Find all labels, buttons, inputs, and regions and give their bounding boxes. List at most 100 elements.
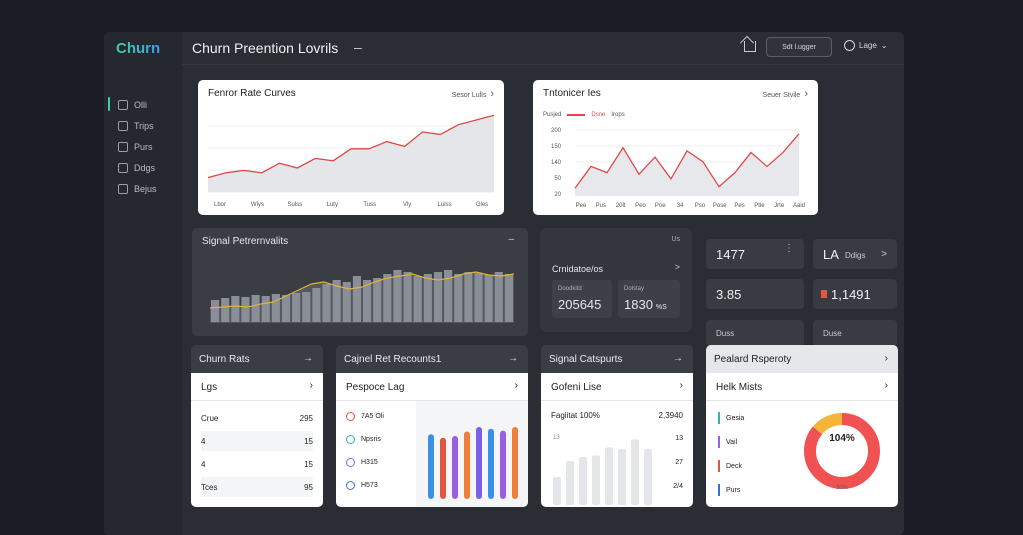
panel-title: Pealard Rsperoty [714, 354, 792, 365]
table-row: 4 15 [201, 454, 313, 474]
chevron-right-icon[interactable]: > [674, 262, 680, 272]
mini-stat-6[interactable]: Duse [813, 320, 897, 346]
y-tick-label: 20 [554, 192, 561, 198]
mini-value: 3.85 [716, 287, 742, 302]
bar [631, 439, 639, 505]
mini-stat-3[interactable]: 3.85 [706, 279, 804, 309]
x-tick-label: Wlys [251, 202, 264, 208]
stat-value-suffix: %S [655, 304, 667, 311]
arrow-right-icon: → [303, 353, 313, 364]
y-tick-label: 200 [551, 128, 562, 134]
interactions-card: Tntonicer Ies Seuer Stvile › Pusjed Dsne … [533, 80, 818, 215]
x-tick-label: Gles [476, 202, 488, 208]
legend-label: Deck [726, 462, 742, 470]
x-tick-label: Vly [403, 202, 411, 208]
sidebar-item-1[interactable]: Olli [108, 94, 157, 115]
card-link-label: Seuer Stvile [762, 92, 801, 99]
sidebar-item-5[interactable]: Bejus [108, 178, 157, 199]
bar-line-chart [209, 270, 515, 323]
chevron-right-icon: › [490, 88, 494, 100]
legend-key [718, 460, 720, 472]
legend-item: Gesia [718, 409, 744, 427]
panel-header[interactable]: Signal Catspurts → [541, 345, 693, 373]
bar [428, 434, 434, 499]
row-right: 2/4 [673, 483, 683, 490]
grid-icon [118, 99, 128, 110]
mini-stat-1[interactable]: 1477 ⋮ [706, 239, 804, 269]
bar [211, 300, 220, 322]
legend-item: Npsris [346, 430, 381, 448]
x-tick-label: Pes [734, 203, 744, 209]
x-tick-label: Peo [635, 203, 646, 209]
bar [464, 272, 473, 322]
row-key: Tces [201, 482, 218, 492]
bar [251, 295, 260, 322]
card-link[interactable]: Seuer Stvile › [763, 88, 808, 100]
chevron-right-icon: › [804, 88, 808, 100]
list-icon [118, 120, 128, 131]
collapse-icon[interactable]: – [508, 234, 514, 245]
panel-subheader[interactable]: Lgs › [191, 373, 323, 401]
legend-label: H315 [361, 458, 378, 466]
x-tick-label: Pee [576, 203, 587, 209]
bar [393, 270, 402, 322]
home-icon[interactable] [744, 41, 756, 52]
panel-subheader[interactable]: Pespoce Lag › [336, 373, 528, 401]
sidebar-item-4[interactable]: Ddgs [108, 157, 157, 178]
bar [579, 457, 587, 505]
panel-subheader[interactable]: Helk Mists › [706, 373, 898, 401]
cohort-bars [553, 439, 652, 505]
card-title: Signal Petrernvalits [202, 236, 289, 247]
stat-box-2: Dolstay 1830 %S [618, 280, 680, 318]
bar [322, 284, 331, 322]
bar [241, 297, 250, 322]
bar [488, 428, 494, 499]
bar [302, 292, 311, 322]
bar [605, 447, 613, 505]
user-menu[interactable]: Lage ⌄ [844, 40, 888, 51]
stat-left: Fagiitat 100% [551, 411, 600, 420]
legend-label: Vail [726, 438, 738, 446]
mini-stat-4[interactable]: 1,1491 [813, 279, 897, 309]
top-action-button[interactable]: Sdt l.ugger [766, 37, 832, 57]
x-tick-label: 20lt [616, 203, 626, 209]
app-logo[interactable]: Churn [116, 40, 161, 57]
mini-stat-5[interactable]: Duss [706, 320, 804, 346]
panel-header[interactable]: Churn Rats → [191, 345, 323, 373]
panel-subheader[interactable]: Gofeni Lise › [541, 373, 693, 401]
stat-value: 1830 %S [624, 297, 667, 312]
row-key: 4 [201, 436, 206, 446]
series-line [574, 133, 800, 189]
mini-stat-2[interactable]: LA Ddigs > [813, 239, 897, 269]
chevron-right-icon: › [884, 353, 888, 364]
bar [433, 272, 443, 322]
bar [281, 295, 291, 322]
x-tick-label: Luty [327, 202, 338, 208]
panel-header[interactable]: Cajnel Ret Recounts1 → [336, 345, 528, 373]
row-key: 4 [201, 459, 206, 469]
bar [484, 275, 493, 322]
legend-item: Deck [718, 457, 742, 475]
table-row: Crue 295 [201, 408, 313, 428]
row-right: 13 [675, 435, 683, 442]
sidebar-item-2[interactable]: Trips [108, 115, 157, 136]
donut-chart [804, 413, 880, 489]
x-tick-label: Sulss [288, 202, 303, 208]
row-left: 13 [553, 435, 560, 441]
top-bar: Churn Preention Lovrils – Sdt l.ugger La… [182, 32, 904, 65]
bar [271, 294, 280, 322]
legend-a-label: Dsne [591, 112, 606, 118]
status-dot-icon [346, 457, 355, 467]
panel-header[interactable]: Pealard Rsperoty › [706, 345, 898, 373]
bar [261, 296, 270, 322]
x-tick-label: Lulss [438, 202, 452, 208]
bar [592, 455, 600, 505]
sidebar-item-label: Ddgs [134, 162, 156, 173]
mini-label: Duse [823, 329, 842, 338]
bar [332, 280, 341, 322]
card-link-label: Sesor Lulls [451, 92, 487, 99]
sidebar-item-3[interactable]: Purs [108, 136, 157, 157]
card-link[interactable]: Sesor Lulls › [452, 88, 494, 100]
card-title: Fenror Rate Curves [208, 88, 296, 99]
panel-body: Pespoce Lag › 7A5 Oli Npsris H315 H573 [336, 373, 528, 507]
